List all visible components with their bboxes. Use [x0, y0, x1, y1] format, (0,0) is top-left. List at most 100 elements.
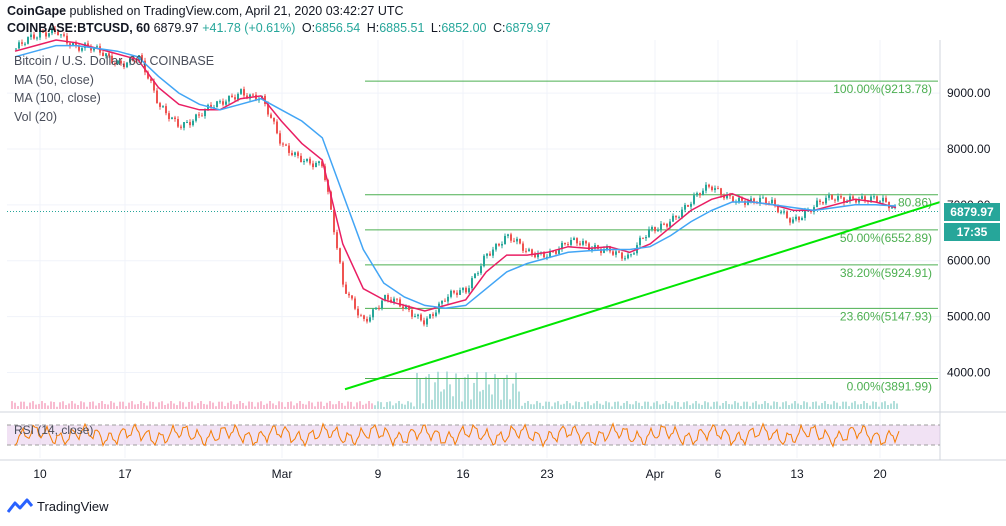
candle-body — [474, 273, 476, 279]
volume-bar — [539, 402, 541, 409]
volume-bar — [446, 371, 448, 409]
candle-body — [885, 197, 887, 202]
volume-bar — [701, 404, 703, 409]
candle-body — [534, 254, 536, 258]
volume-bar — [518, 391, 520, 409]
candle-body — [693, 195, 695, 204]
candle-body — [171, 117, 173, 119]
x-tick-label: 23 — [540, 467, 554, 481]
volume-bar — [845, 401, 847, 409]
candle-body — [681, 209, 683, 218]
candle-body — [792, 219, 794, 223]
volume-bar — [146, 405, 148, 409]
volume-bar — [167, 403, 169, 409]
volume-bar — [377, 401, 379, 409]
volume-bar — [44, 403, 46, 409]
volume-bar — [296, 403, 298, 409]
bar-countdown-tag: 17:35 — [944, 223, 1000, 241]
trendline[interactable] — [344, 201, 941, 391]
volume-bar — [275, 405, 277, 409]
volume-bar — [614, 401, 616, 409]
moving-averages — [14, 39, 897, 312]
candle-body — [834, 199, 836, 201]
candle-body — [381, 300, 383, 309]
candle-body — [684, 204, 686, 210]
candle-body — [831, 195, 833, 200]
candle-body — [435, 312, 437, 316]
rsi-legend[interactable]: RSI (14, close) — [14, 423, 94, 437]
volume-bar — [590, 405, 592, 409]
volume-bar — [707, 402, 709, 409]
volume-bar — [668, 403, 670, 409]
candle-body — [582, 241, 584, 245]
volume-bar — [893, 401, 895, 409]
volume-bar — [533, 404, 535, 409]
candle-body — [336, 232, 338, 249]
volume-bar — [392, 405, 394, 409]
legend-volume[interactable]: Vol (20) — [14, 109, 58, 124]
volume-bar — [752, 402, 754, 409]
candle-body — [120, 60, 122, 64]
volume-bar — [818, 405, 820, 409]
x-tick-label: 10 — [33, 467, 47, 481]
candle-body — [297, 152, 299, 156]
volume-bar — [212, 402, 214, 409]
candle-body — [276, 121, 278, 134]
candle-body — [483, 255, 485, 267]
candle-body — [231, 95, 233, 98]
candle-body — [513, 240, 515, 242]
ascending-trendline — [344, 201, 941, 391]
volume-bar — [89, 401, 91, 409]
volume-bar — [350, 401, 352, 409]
volume-bar — [521, 405, 523, 409]
candle-body — [339, 248, 341, 263]
volume-bar — [158, 402, 160, 409]
volume-bar — [218, 401, 220, 409]
candle-body — [27, 37, 29, 44]
volume-bar — [299, 401, 301, 409]
volume-bar — [509, 399, 511, 409]
volume-bar — [287, 402, 289, 409]
volume-bar — [722, 403, 724, 409]
candle-body — [759, 197, 761, 204]
volume-bar — [710, 406, 712, 409]
volume-bar — [257, 402, 259, 409]
y-tick-label: 8000.00 — [947, 142, 991, 156]
volume-bar — [809, 406, 811, 409]
volume-bar — [47, 405, 49, 409]
volume-bar — [305, 404, 307, 409]
candle-body — [690, 203, 692, 207]
volume-bar — [896, 403, 898, 409]
low-label: L: — [430, 21, 442, 35]
legend-ma50[interactable]: MA (50, close) — [14, 72, 94, 87]
candle-body — [741, 197, 743, 201]
candle-body — [378, 308, 380, 310]
legend-ma100[interactable]: MA (100, close) — [14, 91, 101, 105]
volume-bar — [647, 401, 649, 409]
candle-body — [330, 191, 332, 210]
candle-body — [183, 122, 185, 128]
volume-bar — [251, 401, 253, 409]
volume-bar — [467, 374, 469, 409]
volume-bar — [794, 401, 796, 409]
series-title: Bitcoin / U.S. Dollar, 60, COINBASE — [14, 54, 215, 68]
volume-bar — [497, 378, 499, 409]
candle-body — [882, 197, 884, 202]
volume-bar — [23, 401, 25, 409]
fib-level-label: 100.00%(9213.78) — [833, 82, 932, 96]
volume-bar — [740, 406, 742, 409]
candle-body — [543, 252, 545, 258]
volume-bar — [116, 406, 118, 409]
time-axis[interactable]: 10 17 Mar 9 16 23 Apr 6 13 20 — [0, 459, 1006, 481]
candle-body — [60, 34, 62, 36]
candle-body — [279, 133, 281, 144]
volume-bar — [173, 403, 175, 409]
volume-bar — [317, 401, 319, 409]
x-tick-label: 13 — [790, 467, 804, 481]
volume-bar — [110, 401, 112, 409]
symbol-label: COINBASE:BTCUSD, 60 — [7, 21, 151, 35]
volume-bar — [125, 406, 127, 409]
tradingview-logo[interactable]: TradingView — [7, 498, 109, 514]
open-value: 6856.54 — [315, 21, 361, 35]
rsi-pane — [0, 411, 1006, 448]
